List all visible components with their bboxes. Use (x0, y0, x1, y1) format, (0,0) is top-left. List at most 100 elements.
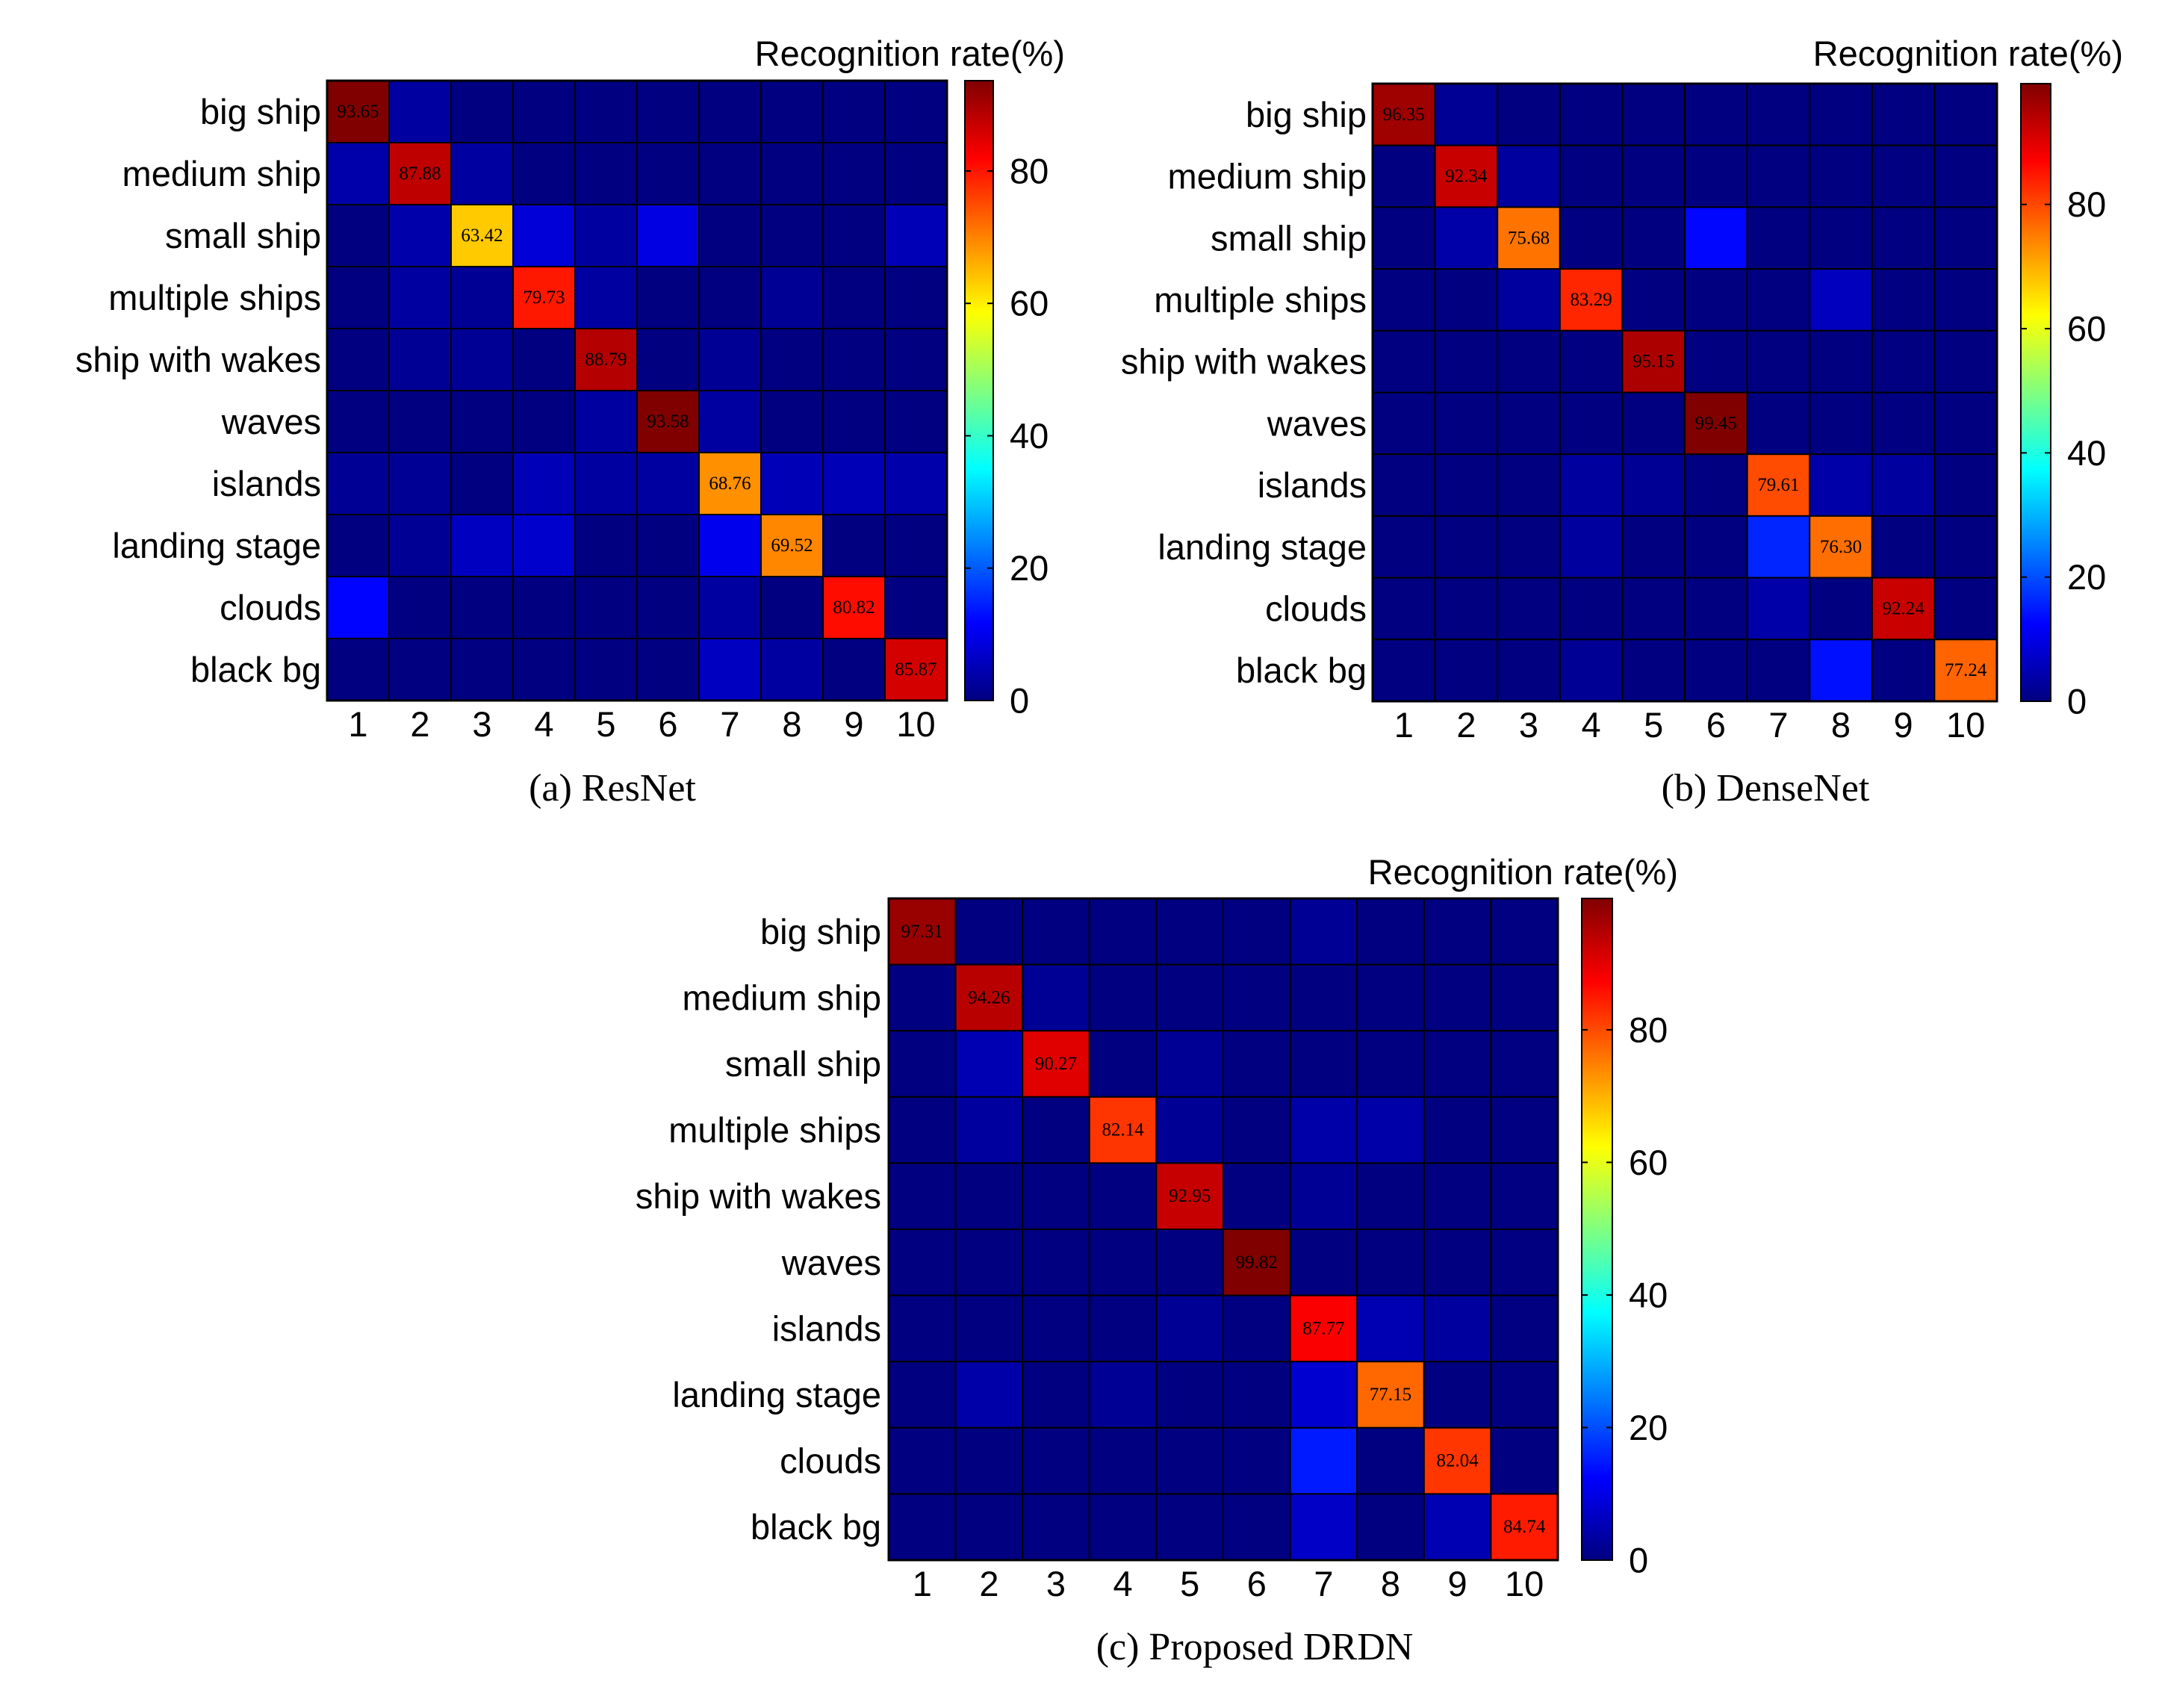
colorbar-tick-label: 40 (1010, 416, 1049, 456)
heatmap-cell (1871, 515, 1936, 579)
heatmap-cell (1490, 1030, 1559, 1098)
heatmap-cell (1746, 577, 1811, 641)
x-tick-label: 5 (1644, 705, 1663, 745)
heatmap-cell (1088, 1493, 1158, 1562)
heatmap-cell (1746, 268, 1811, 332)
cell-value-label: 79.61 (1757, 475, 1799, 495)
heatmap-cell (1155, 1493, 1225, 1562)
heatmap-cell (1871, 83, 1936, 146)
heatmap-cell (326, 80, 390, 143)
heatmap-cell (1933, 453, 1998, 517)
colorbar (964, 80, 994, 701)
x-tick-label: 7 (1314, 1564, 1333, 1603)
heatmap-cell (1746, 144, 1811, 208)
heatmap-cell (1434, 268, 1499, 332)
heatmap-cell (1809, 515, 1873, 579)
x-tick-label: 5 (596, 704, 615, 744)
heatmap-cell (636, 638, 700, 701)
x-tick-label: 3 (1519, 705, 1538, 745)
cell-value-label: 76.30 (1820, 537, 1862, 557)
y-class-label: landing stage (112, 526, 321, 565)
heatmap-cell (512, 142, 576, 205)
heatmap-cell (698, 390, 762, 453)
heatmap-cell (1155, 1096, 1225, 1164)
cell-value-label: 93.65 (337, 102, 379, 122)
heatmap-cell (1356, 1294, 1425, 1363)
heatmap-cell (1022, 1426, 1090, 1495)
heatmap-cell (698, 514, 762, 577)
heatmap-cell (1372, 391, 1436, 456)
cell-value-label: 99.82 (1236, 1252, 1278, 1273)
x-tick-label: 10 (896, 704, 935, 744)
heatmap-cell (888, 1361, 957, 1429)
heatmap-cell (1490, 1162, 1559, 1231)
heatmap-cell (822, 452, 886, 515)
cell-value-label: 96.35 (1383, 105, 1425, 125)
heatmap-cell (1155, 1361, 1225, 1429)
heatmap-cell (326, 514, 390, 577)
heatmap-cell (1497, 453, 1561, 517)
heatmap-cell (1223, 1426, 1291, 1495)
panel-caption: (a) ResNet (529, 767, 696, 810)
heatmap-cell (698, 638, 762, 701)
heatmap-cell (954, 1229, 1024, 1296)
heatmap-cell (1933, 206, 1998, 270)
colorbar-title: Recognition rate(%) (755, 34, 1065, 73)
cell-value-label: 95.15 (1633, 352, 1674, 372)
heatmap-cell (1559, 83, 1624, 146)
heatmap-cell (888, 1493, 957, 1562)
heatmap-cell (884, 328, 948, 391)
y-class-label: medium ship (122, 154, 321, 193)
cell-value-label: 63.42 (461, 226, 503, 246)
heatmap-cell (1088, 1229, 1158, 1296)
colorbar-tick-label: 0 (1010, 681, 1029, 721)
colorbar-tick-label: 60 (1010, 284, 1049, 323)
heatmap-cell (1490, 1229, 1559, 1296)
y-class-label: islands (772, 1308, 881, 1348)
heatmap-cell (512, 328, 576, 391)
heatmap-cell (574, 266, 638, 329)
heatmap-cell (760, 576, 824, 639)
heatmap-cell (1223, 1096, 1291, 1164)
heatmap-cell (574, 328, 638, 391)
y-class-label: small ship (725, 1044, 881, 1084)
y-class-label: islands (1258, 465, 1367, 505)
heatmap-cell (1022, 963, 1090, 1032)
heatmap-cell (1223, 1493, 1291, 1562)
heatmap-cell (1434, 639, 1499, 702)
heatmap-cell (760, 80, 824, 143)
heatmap-cell (954, 1162, 1024, 1231)
heatmap-cell (822, 576, 886, 639)
heatmap-cell (1809, 144, 1873, 208)
heatmap-cell (1356, 1162, 1425, 1231)
y-class-label: multiple ships (668, 1111, 881, 1150)
heatmap-cell (1559, 515, 1624, 579)
heatmap-cell (1289, 963, 1358, 1032)
heatmap-cell (636, 328, 700, 391)
cell-value-label: 82.04 (1436, 1451, 1479, 1471)
heatmap-cell (636, 142, 700, 205)
heatmap-cell (1289, 1096, 1358, 1164)
heatmap-cell (574, 142, 638, 205)
y-class-label: black bg (190, 650, 321, 689)
heatmap-cell (636, 452, 700, 515)
heatmap-cell (1356, 1096, 1425, 1164)
heatmap-cell (888, 898, 957, 966)
heatmap-cell (1022, 1294, 1090, 1363)
y-class-label: clouds (1265, 589, 1367, 629)
heatmap-cell (1155, 1426, 1225, 1495)
heatmap-cell (1559, 391, 1624, 456)
heatmap-cell (1497, 144, 1561, 208)
heatmap-cell (388, 80, 452, 143)
heatmap-cell (1559, 577, 1624, 641)
heatmap-cell (1621, 329, 1686, 394)
heatmap-cell (512, 80, 576, 143)
heatmap-cell (1933, 577, 1998, 641)
heatmap-cell (1559, 639, 1624, 702)
y-class-label: big ship (200, 92, 321, 131)
x-tick-label: 1 (913, 1564, 932, 1603)
y-class-label: waves (781, 1243, 881, 1282)
x-tick-label: 8 (1831, 705, 1851, 745)
x-tick-label: 1 (348, 704, 367, 744)
